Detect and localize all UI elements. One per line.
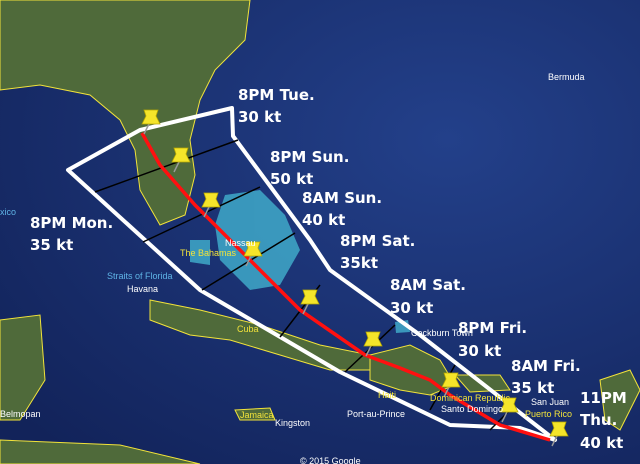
bahamas-shallows (190, 190, 410, 333)
label-mexico: xico (0, 207, 16, 217)
copyright: © 2015 Google (300, 456, 361, 464)
forecast-time: 8PM Sat. (340, 232, 415, 250)
forecast-wind: 30 kt (458, 342, 501, 360)
forecast-time: 8PM Tue. (238, 86, 315, 104)
label-dominican: Dominican Republic (430, 393, 511, 403)
forecast-time: 8AM Fri. (511, 357, 581, 375)
label-belmopan: Belmopan (0, 409, 41, 419)
forecast-labels: 8PM Tue. 30 kt 8PM Sun. 50 kt 8AM Sun. 4… (30, 86, 627, 452)
label-bahamas: The Bahamas (180, 248, 237, 258)
forecast-wind: 40 kt (302, 211, 345, 229)
label-santo-domingo: Santo Domingo (441, 404, 503, 414)
forecast-wind: 30 kt (238, 108, 281, 126)
label-jamaica: Jamaica (240, 410, 274, 420)
label-haiti: Haiti (378, 390, 396, 400)
forecast-time: 8PM Fri. (458, 319, 527, 337)
label-san-juan: San Juan (531, 397, 569, 407)
label-cuba: Cuba (237, 324, 259, 334)
forecast-time: 11PM (580, 389, 627, 407)
label-puerto-rico: Puerto Rico (525, 409, 572, 419)
label-straits: Straits of Florida (107, 271, 173, 281)
label-nassau: Nassau (225, 238, 256, 248)
forecast-time: 8AM Sat. (390, 276, 466, 294)
forecast-time-day: Thu. (580, 411, 617, 429)
forecast-wind: 35 kt (30, 236, 73, 254)
forecast-wind: 35 kt (511, 379, 554, 397)
label-kingston: Kingston (275, 418, 310, 428)
label-cockburn: Cockburn Town (411, 328, 473, 338)
forecast-wind: 40 kt (580, 434, 623, 452)
forecast-track (140, 132, 551, 442)
forecast-wind: 35kt (340, 254, 378, 272)
forecast-wind: 50 kt (270, 170, 313, 188)
forecast-time: 8PM Sun. (270, 148, 349, 166)
label-port-au-prince: Port-au-Prince (347, 409, 405, 419)
forecast-time: 8PM Mon. (30, 214, 113, 232)
forecast-time: 8AM Sun. (302, 189, 382, 207)
label-bermuda: Bermuda (548, 72, 585, 82)
forecast-wind: 30 kt (390, 299, 433, 317)
label-havana: Havana (127, 284, 158, 294)
